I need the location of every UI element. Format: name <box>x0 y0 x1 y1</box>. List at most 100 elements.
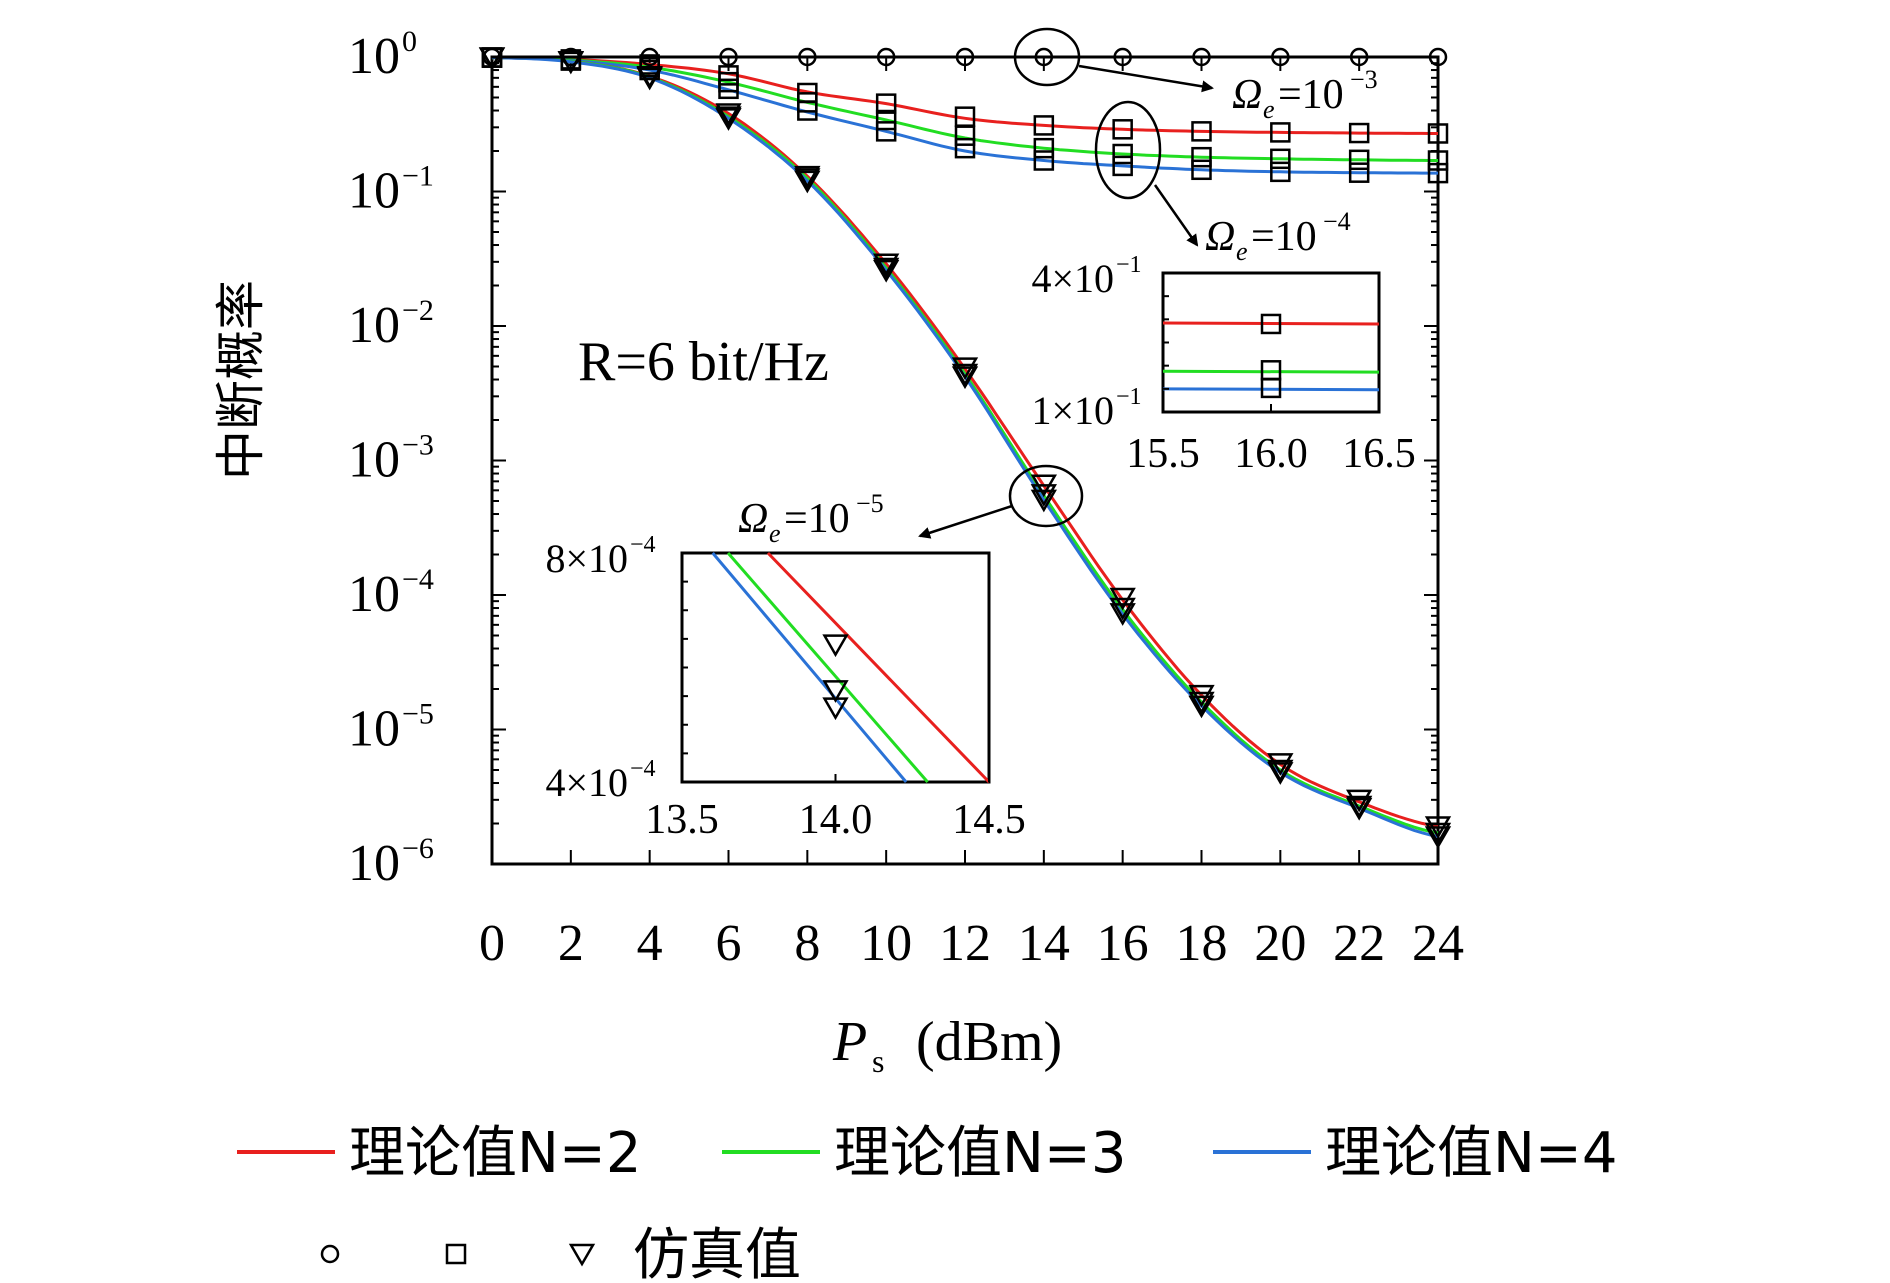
inset2-frame <box>680 551 991 784</box>
sim-triangle-marker <box>1109 597 1136 621</box>
sim-triangle-marker <box>794 170 821 194</box>
sim-triangle-marker <box>636 67 663 91</box>
sim-triangle-marker <box>1109 603 1136 626</box>
inset-omega-1e-5: 13.5 14.0 14.58×10 −44×10 −4 <box>545 532 1025 843</box>
y-tick-label-exp: −3 <box>402 429 434 462</box>
inset2-y-top-label: 8×10 <box>545 536 628 581</box>
sim-square-marker <box>1112 119 1133 140</box>
legend-line-label-0: 理论值N=2 <box>349 1121 641 1186</box>
x-tick-label: 2 <box>558 915 584 972</box>
sim-circle-marker <box>1034 47 1054 67</box>
inset2-triangle-marker <box>822 634 849 658</box>
sim-square-marker <box>1033 115 1055 136</box>
svg-text:e: e <box>769 519 781 548</box>
sim-circle-marker <box>798 47 817 67</box>
inset-omega-1e-4: 15.5 16.0 16.54×10 −11×10 −1 <box>1031 252 1415 477</box>
sim-triangle-marker <box>715 108 742 131</box>
x-axis-label-subscript: s <box>872 1043 884 1079</box>
y-tick-label-base: 10 <box>348 432 400 489</box>
x-tick-label: 12 <box>939 915 991 972</box>
inset1-square-marker <box>1260 377 1282 399</box>
x-tick-label: 18 <box>1176 915 1228 972</box>
inset1-square-marker <box>1260 313 1282 335</box>
sim-square-marker <box>1427 162 1449 184</box>
legend-circle-marker <box>320 1244 340 1264</box>
inset1-y-top-label: 4×10 <box>1031 256 1114 301</box>
omega-label-1e-3: Ω e =10 −3 <box>1232 65 1378 124</box>
x-tick-label: 10 <box>860 915 912 972</box>
inset1-x-tick-label: 15.5 <box>1126 431 1200 477</box>
sim-square-marker <box>875 121 897 142</box>
sim-square-marker <box>1033 150 1055 171</box>
inset1-line-2 <box>1162 387 1380 392</box>
inset1-y-bot-exp: −1 <box>1116 384 1142 410</box>
sim-circle-marker <box>1428 47 1448 67</box>
sim-triangle-marker <box>1424 822 1452 846</box>
inset1-x-tick-label: 16.5 <box>1342 431 1416 477</box>
inset2-y-top-exp: −4 <box>630 532 656 558</box>
sim-circle-marker <box>1192 47 1211 67</box>
sim-circle-marker <box>955 47 975 67</box>
inset1-line-1 <box>1162 369 1380 374</box>
sim-triangle-marker <box>1346 797 1373 821</box>
ellipse-omega-1e-5 <box>1008 464 1084 528</box>
svg-text:=10: =10 <box>1278 72 1344 118</box>
legend: 理论值N=2 理论值N=3 理论值N=4 仿真值 <box>237 1121 1617 1283</box>
sim-triangle-marker <box>872 259 900 283</box>
inset1-y-top-exp: −1 <box>1116 252 1142 278</box>
x-axis-label-unit: (dBm) <box>916 1011 1062 1073</box>
arrow-omega-1e-5 <box>918 504 1013 539</box>
sim-triangle-marker <box>1188 691 1215 715</box>
inset2-x-tick-label: 14.5 <box>952 797 1026 843</box>
sim-square-marker <box>1427 123 1449 144</box>
legend-marker-label: 仿真值 <box>633 1223 801 1283</box>
y-tick-label-exp: 0 <box>402 25 417 58</box>
y-tick-label-base: 10 <box>348 28 400 85</box>
y-tick-label-base: 10 <box>348 701 400 758</box>
sim-triangle-marker <box>1030 489 1057 513</box>
sim-square-marker <box>1270 161 1291 183</box>
svg-text:−3: −3 <box>1350 65 1378 94</box>
sim-square-marker <box>954 137 976 159</box>
sim-triangle-marker <box>1188 695 1215 719</box>
inset2-line-0 <box>766 551 991 784</box>
sim-square-marker <box>1033 137 1055 159</box>
sim-triangle-marker <box>557 51 585 75</box>
x-tick-label: 6 <box>716 915 742 972</box>
sim-circle-marker <box>719 47 738 67</box>
inset2-x-tick-label: 14.0 <box>799 797 873 843</box>
svg-text:e: e <box>1263 95 1275 124</box>
sim-square-marker <box>1348 122 1370 144</box>
y-tick-label-base: 10 <box>348 566 400 623</box>
y-tick-label-base: 10 <box>348 835 400 892</box>
inset2-line-2 <box>711 552 908 783</box>
legend-line-label-2: 理论值N=4 <box>1325 1121 1617 1186</box>
legend-square-marker <box>445 1243 467 1265</box>
sim-circle-marker <box>876 47 896 67</box>
sim-square-marker <box>1112 155 1133 177</box>
x-tick-label: 22 <box>1333 915 1385 972</box>
legend-triangle-marker <box>568 1243 596 1267</box>
sim-circle-marker <box>1271 47 1290 67</box>
y-axis-label: 中断概率 <box>212 280 270 480</box>
svg-text:=10: =10 <box>784 496 850 542</box>
sim-square-marker <box>875 109 897 131</box>
inset2-y-bot-label: 4×10 <box>545 760 628 805</box>
x-tick-label: 4 <box>637 915 663 972</box>
y-tick-label-exp: −2 <box>402 294 434 327</box>
x-axis-ticks: 0 2 4 6 8 10 12 14 16 18 20 22 24 <box>479 57 1464 972</box>
sim-triangle-marker <box>872 253 900 277</box>
inset2-line-1 <box>726 552 929 783</box>
svg-text:Ω: Ω <box>738 496 768 542</box>
omega-label-1e-5: Ω e =10 −5 <box>738 489 884 548</box>
inset2-triangle-marker <box>822 697 849 721</box>
y-tick-label-base: 10 <box>348 163 400 220</box>
y-tick-label-exp: −1 <box>402 160 434 193</box>
sim-triangle-marker <box>715 103 742 127</box>
sim-square-marker <box>875 93 897 114</box>
inset2-x-tick-label: 13.5 <box>645 797 719 843</box>
ellipse-omega-1e-3 <box>1013 27 1081 87</box>
sim-square-marker <box>1191 159 1212 181</box>
x-tick-label: 0 <box>479 915 505 972</box>
